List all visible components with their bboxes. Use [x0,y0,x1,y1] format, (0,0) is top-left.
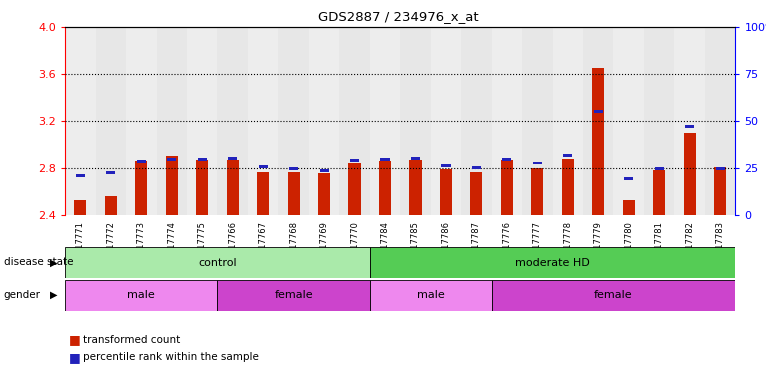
Bar [370,280,492,311]
Bar [532,168,543,215]
Bar [74,200,87,215]
Bar [623,200,635,215]
Text: ▶: ▶ [50,257,57,267]
Bar [196,160,208,215]
Bar [714,167,726,215]
Bar [126,27,156,215]
Bar [228,157,237,160]
Bar [187,27,218,215]
Bar [218,27,248,215]
Bar [218,280,370,311]
Bar [248,27,278,215]
Bar [289,167,298,170]
Text: ▶: ▶ [50,290,57,300]
Bar [135,161,147,215]
Text: male: male [127,290,155,300]
Bar [592,68,604,215]
Text: ■: ■ [69,351,80,364]
Bar [167,158,176,161]
Bar [653,170,666,215]
Text: ■: ■ [69,333,80,346]
Bar [655,167,664,170]
Text: disease state: disease state [4,257,74,267]
Text: moderate HD: moderate HD [516,258,590,268]
Bar [583,27,614,215]
Bar [705,27,735,215]
Bar [409,160,421,215]
Bar [441,164,450,167]
Bar [349,163,361,215]
Text: GDS2887 / 234976_x_at: GDS2887 / 234976_x_at [318,10,479,23]
Bar [318,173,330,215]
Bar [319,169,329,172]
Bar [370,27,401,215]
Bar [563,154,572,157]
Bar [683,133,696,215]
Bar [156,27,187,215]
Bar [65,247,370,278]
Bar [165,156,178,215]
Bar [257,172,269,215]
Bar [674,27,705,215]
Bar [106,171,116,174]
Bar [430,27,461,215]
Bar [370,247,735,278]
Bar [552,27,583,215]
Bar [65,280,218,311]
Bar [461,27,492,215]
Bar [65,27,96,215]
Bar [198,158,207,161]
Bar [76,174,85,177]
Bar [685,125,694,128]
Bar [227,160,239,215]
Bar [715,167,725,170]
Bar [96,27,126,215]
Bar [278,27,309,215]
Text: male: male [417,290,444,300]
Bar [502,158,512,161]
Bar [411,157,420,160]
Bar [472,166,481,169]
Bar [561,159,574,215]
Bar [644,27,674,215]
Bar [440,169,452,215]
Text: percentile rank within the sample: percentile rank within the sample [83,352,259,362]
Bar [381,158,390,161]
Text: control: control [198,258,237,268]
Bar [533,162,542,164]
Bar [259,165,267,168]
Text: transformed count: transformed count [83,335,180,345]
Bar [470,172,483,215]
Text: gender: gender [4,290,41,300]
Bar [624,177,633,180]
Bar [136,161,146,163]
Bar [501,160,513,215]
Text: female: female [274,290,313,300]
Bar [379,161,391,215]
Text: female: female [594,290,633,300]
Bar [350,159,359,162]
Bar [401,27,430,215]
Bar [105,196,117,215]
Bar [492,280,735,311]
Bar [614,27,644,215]
Bar [309,27,339,215]
Bar [287,172,300,215]
Bar [522,27,552,215]
Bar [594,110,603,113]
Bar [339,27,370,215]
Bar [492,27,522,215]
